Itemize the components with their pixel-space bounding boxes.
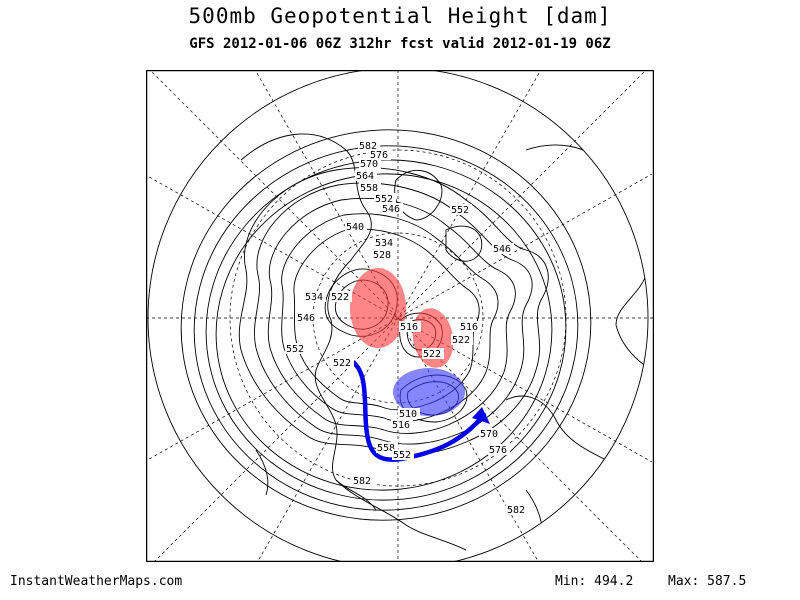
contour-label: 570 (360, 159, 378, 170)
contour-label: 582 (353, 476, 371, 487)
max-label: Max: (668, 574, 699, 589)
contour-label: 522 (333, 358, 351, 369)
contour-label: 516 (460, 322, 478, 333)
contour-label: 522 (331, 292, 349, 303)
min-label: Min: (555, 574, 586, 589)
contour-label: 546 (297, 313, 315, 324)
contour-label: 516 (392, 420, 410, 431)
contour-label: 516 (400, 322, 418, 333)
contour-label: 534 (305, 292, 323, 303)
polar-map-svg: 582 576 570 564 558 552 546 540 534 528 … (146, 70, 654, 562)
contour-label: 552 (451, 205, 469, 216)
min-value-readout: Min: 494.2 (555, 574, 633, 589)
contour-label: 522 (452, 335, 470, 346)
contour-label: 546 (493, 244, 511, 255)
contour-label: 534 (375, 238, 393, 249)
map-title: 500mb Geopotential Height [dam] (0, 4, 800, 28)
min-value: 494.2 (594, 574, 633, 589)
max-value: 587.5 (707, 574, 746, 589)
ridge-highlight-west (350, 268, 406, 348)
contour-label: 510 (399, 409, 417, 420)
contour-label: 576 (489, 445, 507, 456)
max-value-readout: Max: 587.5 (668, 574, 746, 589)
contour-label: 564 (356, 171, 374, 182)
contour-label: 552 (286, 344, 304, 355)
contour-label: 540 (346, 222, 364, 233)
contour-label: 558 (360, 183, 378, 194)
map-subtitle: GFS 2012-01-06 06Z 312hr fcst valid 2012… (0, 36, 800, 52)
contour-label: 522 (423, 349, 441, 360)
contour-label: 552 (393, 450, 411, 461)
contour-label: 546 (382, 204, 400, 215)
contour-label: 528 (373, 250, 391, 261)
contour-label: 570 (480, 429, 498, 440)
map-panel: 582 576 570 564 558 552 546 540 534 528 … (146, 70, 654, 562)
contour-label: 582 (507, 505, 525, 516)
site-credit: InstantWeatherMaps.com (10, 574, 182, 589)
